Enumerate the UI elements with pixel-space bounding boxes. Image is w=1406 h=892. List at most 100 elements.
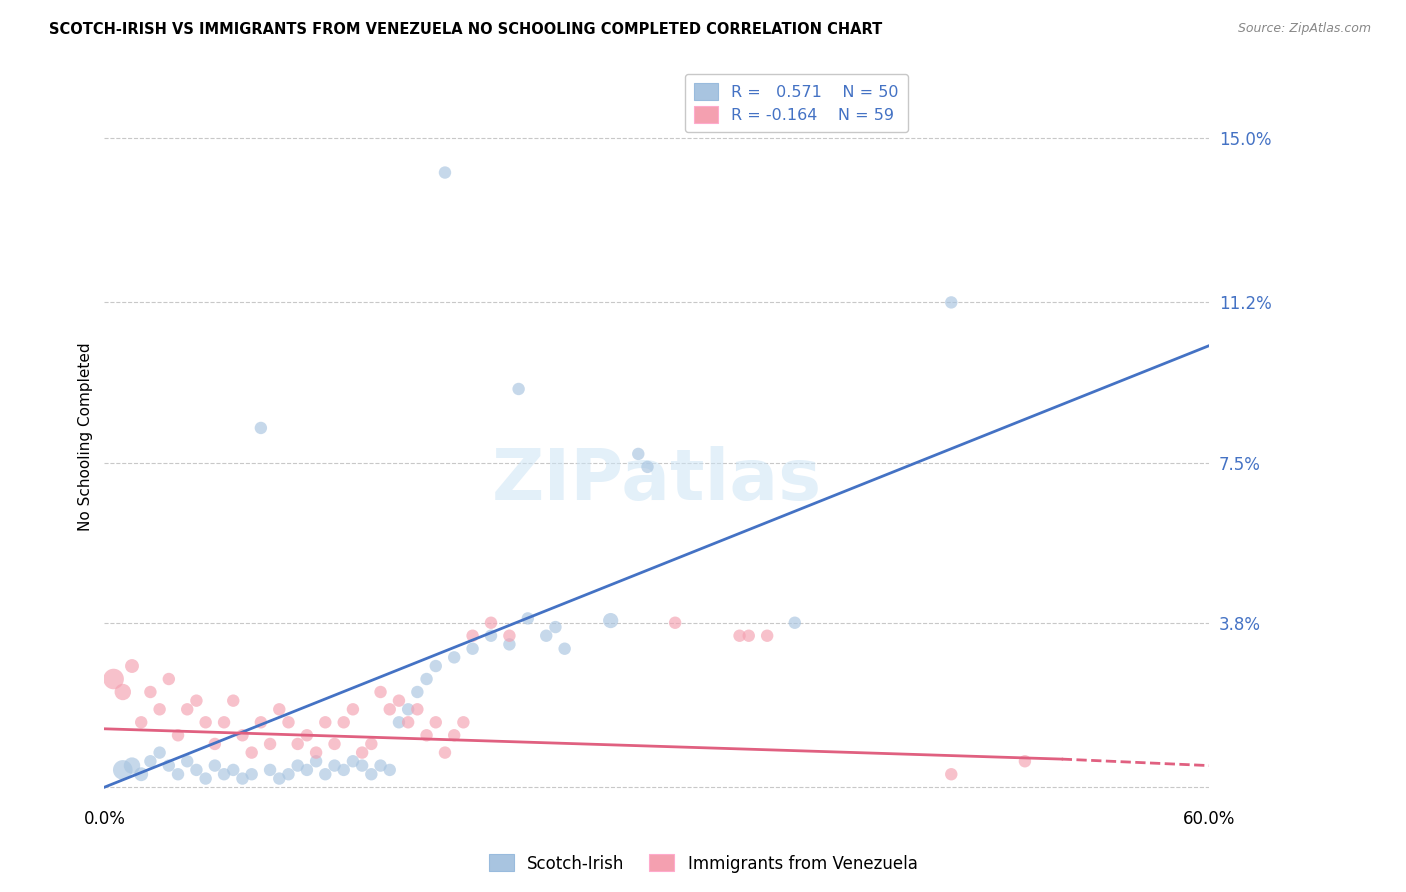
- Point: [425, 715, 447, 730]
- Point: [388, 715, 411, 730]
- Point: [443, 728, 465, 742]
- Point: [370, 685, 392, 699]
- Point: [1014, 754, 1036, 768]
- Point: [941, 767, 963, 781]
- Point: [396, 702, 419, 716]
- Point: [277, 767, 299, 781]
- Point: [544, 620, 567, 634]
- Text: ZIPatlas: ZIPatlas: [492, 446, 821, 515]
- Point: [360, 737, 382, 751]
- Point: [637, 459, 659, 474]
- Point: [314, 767, 336, 781]
- Point: [111, 685, 134, 699]
- Point: [396, 715, 419, 730]
- Point: [222, 763, 245, 777]
- Point: [516, 611, 538, 625]
- Point: [415, 672, 437, 686]
- Point: [129, 767, 152, 781]
- Text: Source: ZipAtlas.com: Source: ZipAtlas.com: [1237, 22, 1371, 36]
- Point: [479, 629, 502, 643]
- Point: [479, 615, 502, 630]
- Point: [176, 754, 198, 768]
- Point: [111, 763, 134, 777]
- Point: [186, 693, 208, 707]
- Point: [269, 702, 291, 716]
- Point: [378, 763, 401, 777]
- Point: [295, 763, 318, 777]
- Point: [941, 295, 963, 310]
- Point: [370, 758, 392, 772]
- Point: [250, 715, 273, 730]
- Point: [231, 772, 253, 786]
- Point: [388, 693, 411, 707]
- Point: [139, 754, 162, 768]
- Point: [139, 685, 162, 699]
- Point: [194, 715, 217, 730]
- Point: [342, 754, 364, 768]
- Point: [121, 659, 143, 673]
- Point: [167, 728, 190, 742]
- Point: [352, 746, 374, 760]
- Point: [212, 715, 235, 730]
- Text: SCOTCH-IRISH VS IMMIGRANTS FROM VENEZUELA NO SCHOOLING COMPLETED CORRELATION CHA: SCOTCH-IRISH VS IMMIGRANTS FROM VENEZUEL…: [49, 22, 883, 37]
- Point: [250, 421, 273, 435]
- Point: [342, 702, 364, 716]
- Point: [212, 767, 235, 781]
- Point: [222, 693, 245, 707]
- Point: [738, 629, 761, 643]
- Point: [508, 382, 530, 396]
- Point: [194, 772, 217, 786]
- Point: [332, 763, 354, 777]
- Point: [121, 758, 143, 772]
- Point: [231, 728, 253, 742]
- Point: [305, 754, 328, 768]
- Point: [461, 641, 484, 656]
- Point: [186, 763, 208, 777]
- Point: [204, 737, 226, 751]
- Point: [259, 763, 281, 777]
- Point: [323, 737, 346, 751]
- Point: [287, 737, 309, 751]
- Point: [406, 685, 429, 699]
- Point: [360, 767, 382, 781]
- Point: [269, 772, 291, 786]
- Point: [461, 629, 484, 643]
- Point: [157, 672, 180, 686]
- Point: [756, 629, 779, 643]
- Point: [443, 650, 465, 665]
- Point: [378, 702, 401, 716]
- Point: [498, 629, 520, 643]
- Point: [406, 702, 429, 716]
- Point: [167, 767, 190, 781]
- Point: [204, 758, 226, 772]
- Point: [277, 715, 299, 730]
- Point: [295, 728, 318, 742]
- Point: [554, 641, 576, 656]
- Point: [783, 615, 806, 630]
- Point: [536, 629, 558, 643]
- Point: [453, 715, 475, 730]
- Point: [498, 637, 520, 651]
- Point: [149, 702, 172, 716]
- Point: [129, 715, 152, 730]
- Point: [287, 758, 309, 772]
- Point: [599, 614, 621, 628]
- Point: [259, 737, 281, 751]
- Point: [176, 702, 198, 716]
- Point: [305, 746, 328, 760]
- Legend: R =   0.571    N = 50, R = -0.164    N = 59: R = 0.571 N = 50, R = -0.164 N = 59: [685, 74, 908, 132]
- Point: [728, 629, 751, 643]
- Point: [664, 615, 686, 630]
- Point: [433, 165, 456, 179]
- Point: [433, 746, 456, 760]
- Point: [240, 767, 263, 781]
- Y-axis label: No Schooling Completed: No Schooling Completed: [79, 343, 93, 531]
- Point: [425, 659, 447, 673]
- Point: [352, 758, 374, 772]
- Point: [627, 447, 650, 461]
- Point: [103, 672, 125, 686]
- Legend: Scotch-Irish, Immigrants from Venezuela: Scotch-Irish, Immigrants from Venezuela: [482, 847, 924, 880]
- Point: [415, 728, 437, 742]
- Point: [332, 715, 354, 730]
- Point: [149, 746, 172, 760]
